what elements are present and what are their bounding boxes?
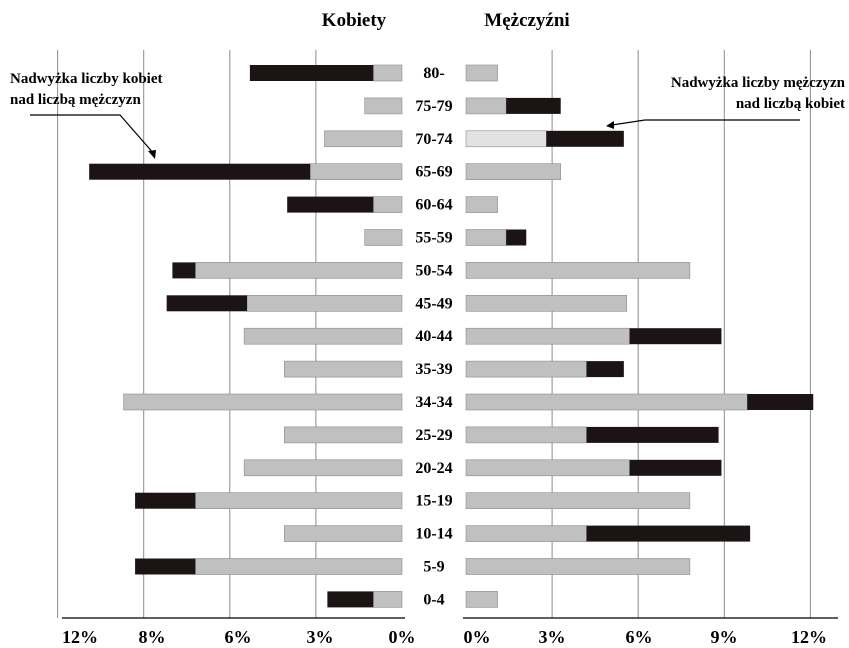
bar-women-base bbox=[309, 163, 403, 180]
bar-women-base bbox=[243, 327, 403, 345]
right-tick-label: 3% bbox=[539, 627, 566, 647]
bar-men-excess bbox=[546, 130, 624, 147]
age-group-label: 40-44 bbox=[415, 328, 452, 345]
left-annotation-arrowhead bbox=[148, 150, 156, 159]
age-group-label: 80- bbox=[423, 65, 444, 82]
age-group-label: 25-29 bbox=[415, 427, 452, 444]
bar-men-base bbox=[465, 360, 587, 378]
age-group-label: 55-59 bbox=[415, 230, 452, 247]
bar-women-excess bbox=[135, 492, 196, 509]
bar-women-base bbox=[246, 294, 403, 312]
bar-men-base bbox=[465, 130, 547, 148]
bar-women-base bbox=[324, 130, 403, 148]
left-panel-title: Kobiety bbox=[322, 10, 387, 31]
bar-men-excess bbox=[586, 426, 719, 443]
right-annotation-arrowhead bbox=[606, 121, 614, 129]
bar-men-base bbox=[465, 163, 562, 180]
age-group-label: 15-19 bbox=[415, 493, 452, 510]
right-tick-label: 9% bbox=[711, 627, 738, 647]
right-annotation-arrow bbox=[611, 119, 800, 126]
right-tick-label: 6% bbox=[626, 627, 653, 647]
age-group-label: 35-39 bbox=[415, 361, 452, 378]
bar-women-excess bbox=[327, 591, 374, 608]
bar-women-base bbox=[284, 360, 403, 378]
bar-men-excess bbox=[586, 361, 624, 378]
bar-women-base bbox=[123, 393, 403, 411]
age-group-label: 60-64 bbox=[415, 197, 452, 214]
bar-women-base bbox=[372, 196, 403, 213]
bar-women-base bbox=[195, 558, 403, 575]
left-tick-label: 3% bbox=[307, 627, 334, 647]
bar-women-base bbox=[284, 426, 403, 444]
right-panel-title: Mężczyźni bbox=[484, 10, 569, 31]
bar-women-base bbox=[364, 97, 403, 115]
age-group-label: 75-79 bbox=[415, 98, 452, 115]
age-group-label: 5-9 bbox=[423, 559, 444, 576]
age-group-label: 70-74 bbox=[415, 131, 452, 148]
bar-men-base bbox=[465, 196, 498, 213]
left-annotation: Nadwyżka liczby kobiet nad liczbą mężczy… bbox=[10, 71, 163, 159]
bar-women-excess bbox=[249, 65, 374, 81]
bar-women-base bbox=[284, 525, 403, 542]
bar-men-excess bbox=[506, 229, 527, 246]
bar-men-base bbox=[465, 393, 748, 411]
age-group-label: 45-49 bbox=[415, 295, 452, 312]
left-tick-label: 6% bbox=[225, 627, 252, 647]
bar-women-base bbox=[195, 262, 403, 279]
bar-women-base bbox=[372, 591, 403, 608]
bar-men-base bbox=[465, 229, 507, 246]
bar-men-excess bbox=[747, 394, 814, 410]
right-annotation-line-2: nad liczbą kobiet bbox=[736, 96, 845, 112]
left-tick-label: 12% bbox=[62, 627, 98, 647]
bar-men-base bbox=[465, 492, 691, 510]
bar-women-excess bbox=[172, 262, 196, 279]
bar-men-excess bbox=[506, 97, 561, 114]
left-annotation-line-2: nad liczbą mężczyzn bbox=[10, 92, 141, 108]
left-tick-label: 0% bbox=[389, 627, 416, 647]
bar-men-base bbox=[465, 426, 587, 444]
left-annotation-line-1: Nadwyżka liczby kobiet bbox=[10, 71, 163, 87]
age-group-label: 50-54 bbox=[415, 262, 452, 279]
right-tick-label: 12% bbox=[791, 627, 827, 647]
axes-layer: 80- 75-79 70-74 65-69 60-64 55-59 50-54 45-49 40… bbox=[62, 65, 838, 647]
right-annotation-line-1: Nadwyżka liczby mężczyzn bbox=[671, 75, 846, 91]
bar-women-base bbox=[372, 64, 403, 82]
right-tick-label: 0% bbox=[464, 627, 491, 647]
left-annotation-arrow bbox=[30, 114, 156, 156]
right-annotation: Nadwyżka liczby mężczyzn nad liczbą kobi… bbox=[606, 75, 846, 129]
bar-women-base bbox=[243, 459, 403, 477]
bar-men-base bbox=[465, 558, 691, 575]
bar-men-base bbox=[465, 327, 630, 345]
bar-men-base bbox=[465, 294, 628, 312]
age-group-label: 65-69 bbox=[415, 164, 452, 181]
bar-women-base bbox=[364, 229, 403, 246]
age-group-label: 0-4 bbox=[423, 591, 444, 608]
bars-layer bbox=[89, 64, 814, 608]
age-group-label: 34-34 bbox=[415, 394, 452, 411]
age-group-label: 10-14 bbox=[415, 526, 452, 543]
left-tick-label: 8% bbox=[139, 627, 166, 647]
bar-men-excess bbox=[586, 525, 751, 542]
bar-women-excess bbox=[287, 196, 374, 213]
bar-women-excess bbox=[135, 558, 196, 575]
bar-men-base bbox=[465, 591, 498, 608]
bar-women-excess bbox=[166, 295, 248, 312]
bar-women-excess bbox=[89, 163, 311, 180]
bar-men-base bbox=[465, 459, 630, 477]
bar-men-base bbox=[465, 525, 587, 542]
bar-men-base bbox=[465, 97, 507, 115]
bar-men-base bbox=[465, 262, 691, 279]
bar-men-base bbox=[465, 64, 498, 82]
bar-women-base bbox=[195, 492, 403, 510]
age-group-label: 20-24 bbox=[415, 460, 452, 477]
bar-men-excess bbox=[629, 459, 722, 476]
bar-men-excess bbox=[629, 328, 722, 345]
